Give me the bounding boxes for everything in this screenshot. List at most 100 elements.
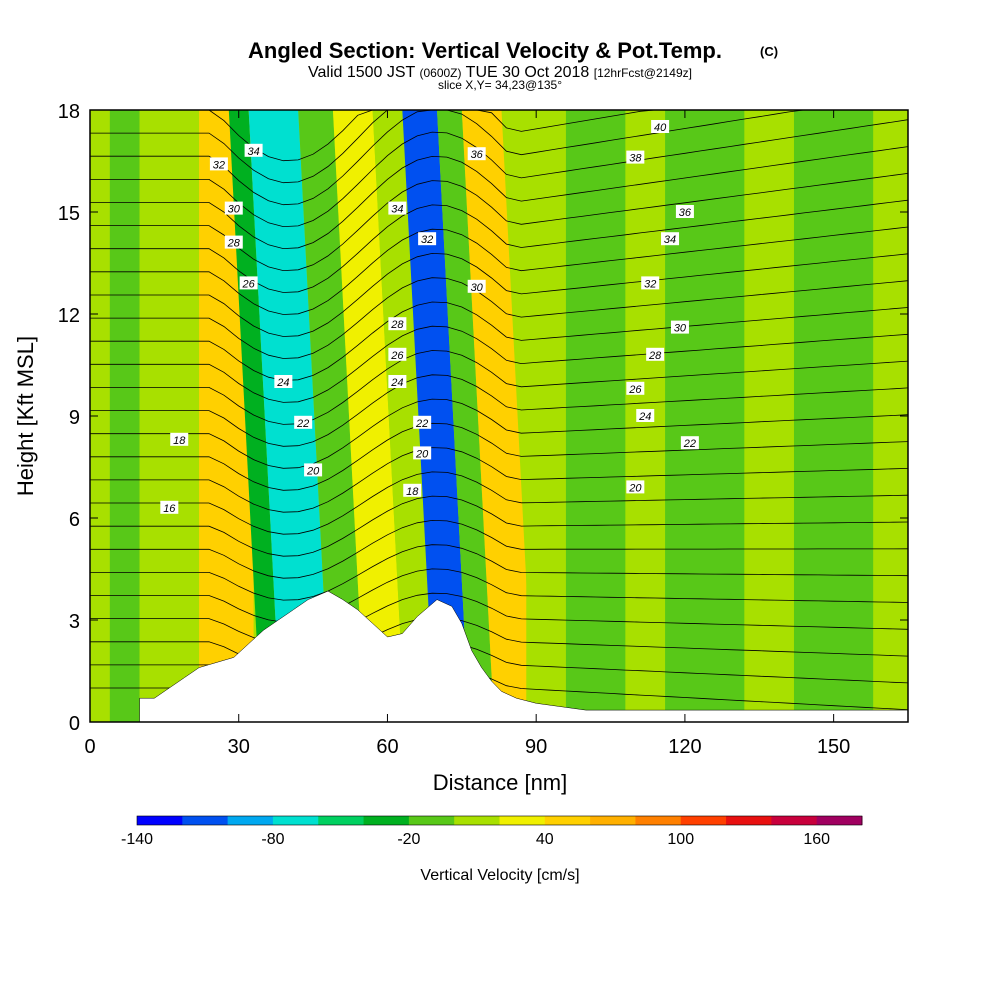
contour-label: 24 — [274, 375, 293, 389]
chart-title: Angled Section: Vertical Velocity & Pot.… — [248, 38, 722, 63]
colorbar-swatch — [726, 816, 772, 825]
velocity-band — [298, 110, 366, 722]
colorbar-swatch — [318, 816, 365, 825]
colorbar-tick-label: -20 — [397, 831, 420, 848]
contour-label-text: 36 — [471, 149, 484, 161]
contour-label-text: 38 — [629, 153, 642, 165]
contour-label-text: 28 — [227, 238, 241, 250]
contour-label-text: 24 — [276, 377, 289, 389]
colorbar-swatch — [680, 816, 727, 825]
colorbar-swatch — [408, 816, 455, 825]
theta-contour-line — [90, 110, 908, 184]
contour-label-text: 30 — [471, 282, 484, 294]
y-tick-label: 9 — [69, 407, 80, 429]
colorbar-title: Vertical Velocity [cm/s] — [420, 867, 579, 884]
theta-contour-line — [90, 301, 908, 381]
x-tick-label: 0 — [84, 736, 95, 758]
theta-contour-line — [90, 252, 908, 337]
colorbar-swatch — [272, 816, 319, 825]
contour-label: 20 — [304, 463, 323, 477]
colorbar-tick-label: -140 — [121, 831, 153, 848]
velocity-band — [372, 110, 435, 722]
theta-contour-line — [90, 398, 908, 469]
contour-label: 26 — [388, 347, 407, 362]
x-tick-label: 90 — [525, 736, 547, 758]
velocity-band — [248, 110, 331, 722]
contour-label-text: 26 — [242, 278, 256, 290]
colorbar-swatch — [771, 816, 818, 825]
x-tick-label: 60 — [376, 736, 398, 758]
contour-label: 32 — [418, 232, 437, 246]
theta-contour-line — [90, 617, 908, 667]
valid-utc: (0600Z) — [419, 66, 461, 80]
y-tick-label: 15 — [58, 203, 80, 225]
contour-label-text: 40 — [654, 122, 667, 134]
valid-date: TUE 30 Oct 2018 — [466, 64, 590, 81]
theta-contour-line — [90, 544, 908, 601]
contour-label: 28 — [646, 347, 665, 362]
contour-label: 22 — [680, 436, 699, 450]
contour-label: 30 — [670, 320, 689, 335]
contour-label-text: 22 — [296, 418, 309, 430]
contour-label-text: 32 — [213, 159, 225, 171]
velocity-band — [109, 110, 140, 722]
theta-contours — [90, 110, 908, 711]
contour-label: 30 — [467, 279, 486, 294]
contour-label-text: 30 — [228, 204, 241, 216]
contour-label-text: 22 — [683, 438, 696, 450]
contour-label: 24 — [388, 375, 407, 389]
theta-contour-line — [90, 199, 908, 293]
contour-label: 34 — [388, 201, 407, 216]
velocity-band — [228, 110, 281, 722]
theta-contour-line — [90, 495, 908, 557]
contour-label: 20 — [413, 446, 432, 460]
contour-label-text: 28 — [390, 319, 404, 331]
title-mark: (C) — [760, 44, 778, 59]
contour-label: 26 — [239, 276, 258, 290]
contour-label-text: 34 — [247, 146, 259, 158]
contour-label-text: 18 — [406, 486, 419, 498]
colorbar: -140 -80 -20 40 100 160 — [121, 815, 863, 848]
contour-label: 22 — [413, 415, 432, 430]
contour-label: 36 — [675, 205, 694, 219]
velocity-band — [744, 110, 794, 722]
colorbar-tick-label: 40 — [536, 831, 554, 848]
colorbar-swatch — [137, 816, 183, 825]
contour-label: 20 — [626, 480, 645, 494]
contour-label: 28 — [224, 235, 243, 250]
velocity-band — [332, 110, 405, 722]
contour-label-text: 34 — [664, 234, 676, 246]
theta-contour-line — [90, 226, 908, 315]
contour-label: 34 — [661, 232, 680, 246]
theta-contour-line — [90, 422, 908, 491]
valid-fcst: [12hrFcst@2149z] — [594, 66, 692, 80]
x-axis-title: Distance [nm] — [433, 770, 568, 795]
colorbar-swatch — [590, 816, 636, 825]
theta-contour-line — [90, 592, 908, 645]
contour-label: 34 — [244, 143, 263, 158]
colorbar-swatch — [499, 816, 546, 825]
colorbar-swatch — [635, 816, 682, 825]
contour-label-text: 30 — [674, 323, 687, 335]
colorbar-swatch — [182, 816, 229, 825]
contour-label: 28 — [388, 317, 407, 331]
y-tick-label: 12 — [58, 305, 80, 327]
velocity-band — [402, 110, 470, 722]
theta-contour-line — [90, 119, 908, 228]
colorbar-swatch — [454, 816, 500, 825]
contour-label-text: 34 — [391, 204, 403, 216]
velocity-band — [139, 110, 200, 722]
theta-contour-line — [90, 350, 908, 425]
velocity-band — [526, 110, 566, 722]
contour-label: 36 — [467, 147, 486, 161]
velocity-band — [461, 110, 534, 722]
theta-contour-line — [90, 325, 908, 403]
colorbar-tick-label: -80 — [261, 831, 284, 848]
contour-label-text: 32 — [421, 234, 433, 246]
y-tick-label: 0 — [69, 713, 80, 735]
contour-label-text: 24 — [638, 411, 651, 423]
y-axis-title: Height [Kft MSL] — [13, 336, 38, 496]
contour-label-text: 16 — [163, 503, 176, 515]
theta-contour-line — [90, 277, 908, 359]
colorbar-swatch — [363, 816, 410, 825]
